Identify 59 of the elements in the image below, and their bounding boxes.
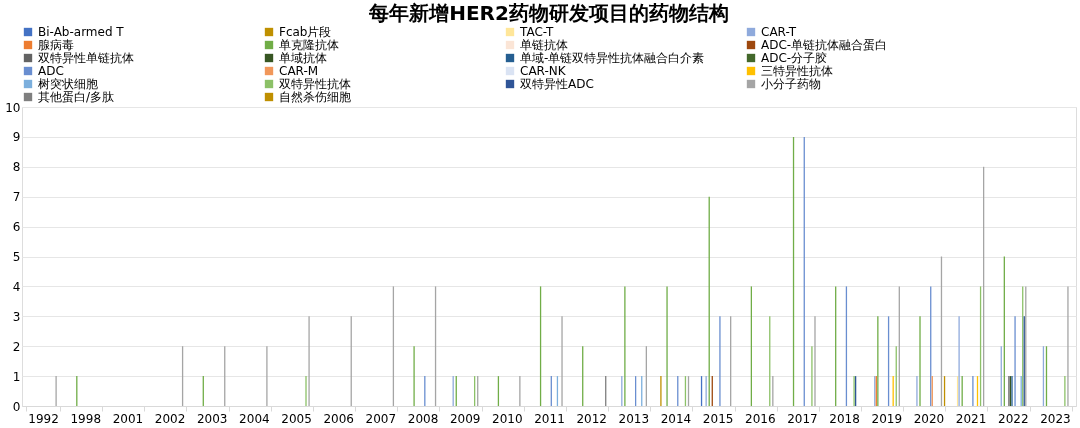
legend-label: 双特异性单链抗体: [38, 51, 134, 65]
legend-label: CAR-M: [279, 64, 319, 78]
legend-label: 双特异性ADC: [520, 77, 594, 91]
legend-label: 腺病毒: [38, 38, 74, 52]
y-tick-label: 7: [12, 190, 21, 205]
x-tick-label: 2014: [660, 411, 692, 426]
legend-label: 双特异性抗体: [279, 77, 351, 91]
x-tick-label: 2022: [997, 411, 1029, 426]
x-tick-label: 2015: [702, 411, 734, 426]
chart-title: 每年新增HER2药物研发项目的药物结构: [368, 1, 729, 25]
y-tick-label: 6: [12, 220, 21, 235]
x-tick-label: 2016: [745, 411, 776, 426]
legend-label: ADC-单链抗体融合蛋白: [761, 38, 888, 52]
legend-label: 小分子药物: [761, 77, 821, 91]
x-tick-label: 1998: [70, 411, 102, 426]
y-tick-label: 5: [12, 250, 21, 264]
x-tick-label: 2020: [913, 411, 945, 426]
legend-label: CAR-T: [761, 25, 797, 39]
y-tick-label: 8: [12, 160, 21, 175]
x-tick-label: 2009: [449, 411, 481, 426]
y-tick-label: 4: [12, 279, 21, 294]
x-tick-label: 2012: [576, 411, 607, 426]
x-tick-label: 2003: [196, 411, 228, 426]
x-tick-label: 2010: [492, 411, 523, 426]
legend-label: 自然杀伤细胞: [279, 90, 351, 104]
legend-label: 单域抗体: [279, 51, 327, 65]
x-tick-label: 2021: [955, 411, 987, 426]
x-tick-label: 2013: [618, 411, 650, 426]
x-tick-label: 2002: [154, 411, 186, 426]
y-tick-label: 10: [5, 100, 21, 115]
legend-label: Fcab片段: [279, 25, 332, 39]
y-tick-label: 0: [12, 399, 21, 414]
legend-label: TAC-T: [519, 25, 554, 39]
x-tick-label: 2007: [365, 411, 397, 426]
legend-label: 其他蛋白/多肽: [38, 90, 115, 104]
y-tick-label: 3: [12, 309, 21, 324]
legend-label: Bi-Ab-armed T: [38, 25, 125, 39]
x-tick-label: 2005: [281, 411, 312, 426]
x-tick-label: 2011: [534, 411, 565, 426]
x-tick-label: 1992: [28, 411, 59, 426]
x-tick-label: 2006: [323, 411, 354, 426]
legend-label: 单链抗体: [520, 38, 568, 52]
legend-label: 树突状细胞: [38, 77, 98, 91]
x-tick-label: 2018: [829, 411, 860, 426]
y-tick-label: 1: [12, 369, 21, 384]
y-tick-label: 9: [12, 130, 21, 145]
y-tick-label: 2: [12, 339, 21, 354]
legend-label: 单克隆抗体: [279, 38, 339, 52]
x-tick-label: 2023: [1040, 411, 1071, 426]
x-tick-label: 2001: [112, 411, 144, 426]
x-tick-label: 2017: [787, 411, 818, 426]
legend-label: 单域-单链双特异性抗体融合白介素: [520, 51, 705, 65]
legend-label: ADC-分子胶: [761, 51, 828, 65]
x-tick-label: 2019: [871, 411, 903, 426]
legend-label: ADC: [38, 64, 64, 78]
x-tick-label: 2008: [407, 411, 439, 426]
x-tick-label: 2004: [239, 411, 270, 426]
legend-label: 三特异性抗体: [761, 64, 833, 78]
legend-label: CAR-NK: [520, 64, 567, 78]
